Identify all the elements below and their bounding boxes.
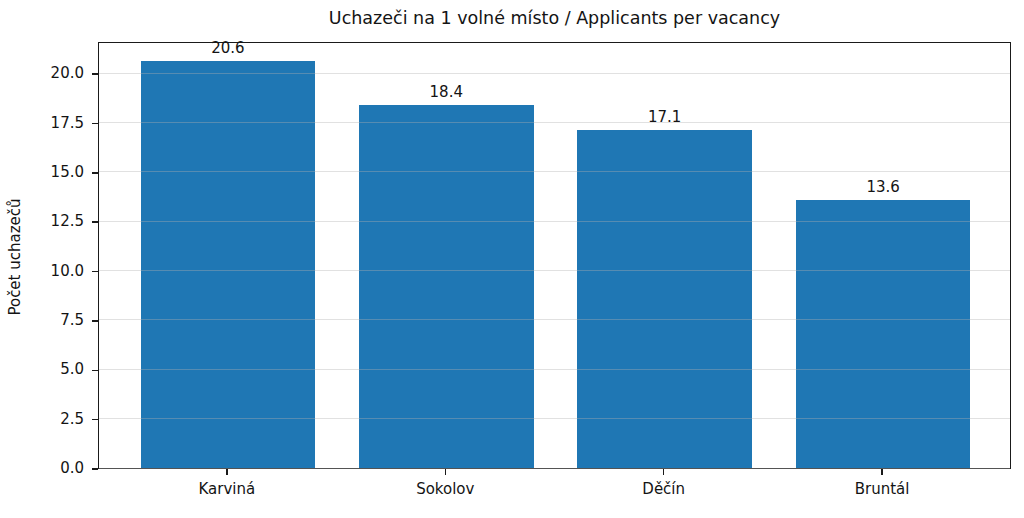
plot-area: 20.6 18.4 17.1 13.6 [98,42,1011,469]
gridline [99,171,1010,172]
x-tick-mark [663,469,665,475]
bar-value-label: 17.1 [625,108,705,126]
gridline [99,270,1010,271]
bar-chart-figure: Uchazeči na 1 volné místo / Applicants p… [0,0,1024,518]
bar-bruntál [796,200,971,468]
bar-value-label: 18.4 [406,83,486,101]
gridline [99,122,1010,123]
y-tick-label: 2.5 [0,410,84,428]
bar-sokolov [359,105,534,468]
y-tick-mark [92,370,98,372]
bar-value-label: 20.6 [188,39,268,57]
y-tick-label: 20.0 [0,64,84,82]
gridline [99,468,1010,469]
x-tick-label-sokolov: Sokolov [355,480,535,498]
gridline [99,369,1010,370]
x-tick-label-děčín: Děčín [574,480,754,498]
y-tick-mark [92,172,98,174]
y-tick-mark [92,73,98,75]
y-tick-mark [92,221,98,223]
y-tick-label: 17.5 [0,114,84,132]
gridline [99,73,1010,74]
gridline [99,221,1010,222]
y-tick-label: 15.0 [0,163,84,181]
y-tick-label: 0.0 [0,459,84,477]
chart-title: Uchazeči na 1 volné místo / Applicants p… [98,8,1011,28]
bar-value-label: 13.6 [843,178,923,196]
gridline [99,319,1010,320]
x-tick-mark [445,469,447,475]
x-tick-label-karviná: Karviná [137,480,317,498]
y-tick-label: 7.5 [0,311,84,329]
y-tick-mark [92,419,98,421]
y-tick-mark [92,320,98,322]
y-tick-label: 10.0 [0,262,84,280]
y-tick-label: 5.0 [0,360,84,378]
y-tick-mark [92,468,98,470]
y-tick-mark [92,123,98,125]
x-tick-mark [226,469,228,475]
gridline [99,418,1010,419]
x-tick-label-bruntál: Bruntál [792,480,972,498]
y-tick-label: 12.5 [0,212,84,230]
y-tick-mark [92,271,98,273]
x-tick-mark [881,469,883,475]
